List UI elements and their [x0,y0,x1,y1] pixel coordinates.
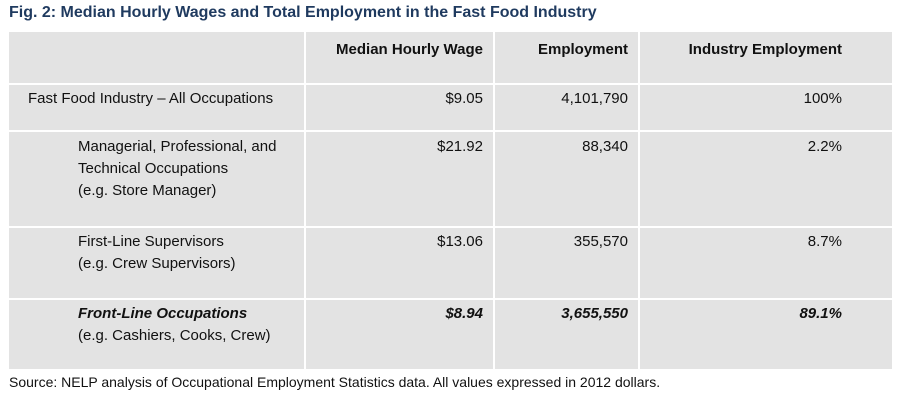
column-divider [304,32,306,369]
column-header-employment: Employment [537,41,628,58]
row-label: Fast Food Industry – All Occupations [28,88,273,110]
wage-value: $13.06 [437,233,483,250]
employment-value: 3,655,550 [561,305,628,322]
employment-value: 4,101,790 [561,90,628,107]
row-divider [9,83,892,85]
industry-share-value: 100% [803,90,842,107]
row-label-line: Fast Food Industry – All Occupations [28,90,274,107]
column-header-industry-employment: Industry Employment [688,41,842,58]
row-label: Managerial, Professional, and Technical … [78,136,276,202]
industry-share-value: 8.7% [807,233,842,250]
row-label: First-Line Supervisors (e.g. Crew Superv… [78,231,236,275]
row-label-line: (e.g. Store Manager) [78,182,217,199]
industry-share-value: 89.1% [799,305,842,322]
column-header-wage: Median Hourly Wage [336,41,483,58]
row-divider [9,130,892,132]
row-label-line: Managerial, Professional, and [78,138,277,155]
row-divider [9,298,892,300]
wage-value: $21.92 [437,138,483,155]
row-label-line: First-Line Supervisors [78,233,224,250]
row-label-line: Technical Occupations [78,160,229,177]
row-label-line: (e.g. Crew Supervisors) [78,255,236,272]
employment-value: 355,570 [573,233,628,250]
wage-value: $9.05 [445,90,483,107]
wage-value: $8.94 [445,305,483,322]
employment-value: 88,340 [582,138,628,155]
source-note: Source: NELP analysis of Occupational Em… [9,374,661,390]
row-label-line: (e.g. Cashiers, Cooks, Crew) [78,327,271,344]
industry-share-value: 2.2% [807,138,842,155]
row-label-line: Front-Line Occupations [78,305,248,322]
chart-title: Fig. 2: Median Hourly Wages and Total Em… [9,4,597,21]
data-table: Median Hourly Wage Employment Industry E… [9,32,892,369]
row-divider [9,226,892,228]
column-divider [638,32,640,369]
column-divider [493,32,495,369]
row-label: Front-Line Occupations (e.g. Cashiers, C… [78,303,271,347]
